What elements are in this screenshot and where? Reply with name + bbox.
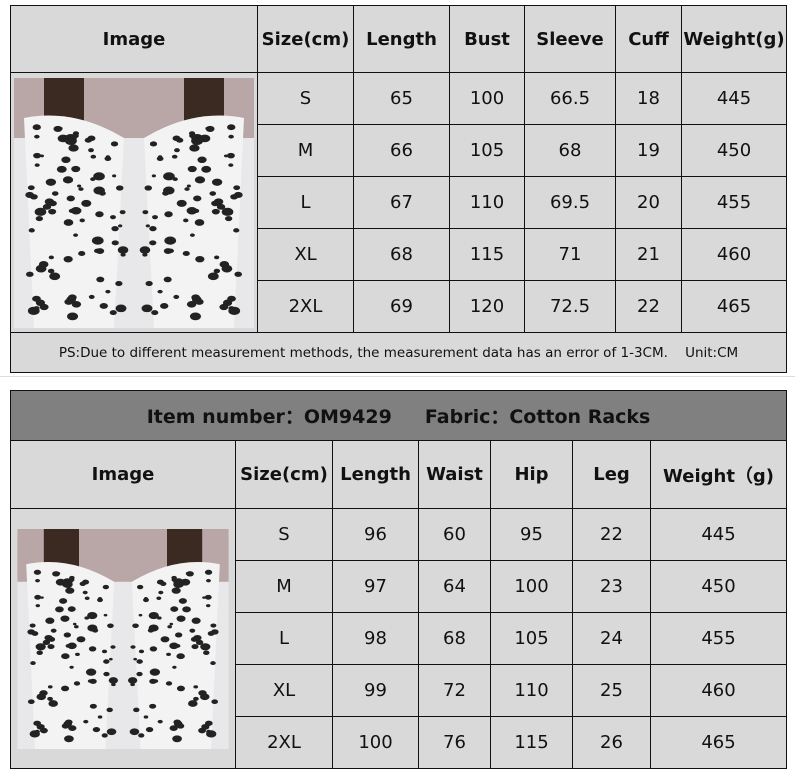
table-row: L 98 68 105 24 455 [11, 612, 788, 665]
table-cell: 460 [681, 228, 787, 281]
bottom-size-table: Item number：OM9429 Fabric：Cotton Racks Im… [9, 390, 788, 769]
table-cell: L [257, 176, 354, 229]
table-cell: 66 [353, 124, 450, 177]
table-cell: 2XL [257, 280, 354, 333]
table-cell: 21 [615, 228, 682, 281]
top-size-table: Image Size(cm) Length Bust Sleeve Cuff Weight(… [10, 5, 787, 373]
table-cell: 100 [449, 72, 525, 125]
table-cell: 19 [615, 124, 682, 177]
table-cell: 105 [449, 124, 525, 177]
item-title-bar: Item number：OM9429 Fabric：Cotton Racks [9, 390, 788, 441]
header-cell: Length [353, 5, 450, 73]
table-cell: 110 [490, 664, 573, 717]
table-cell: 455 [681, 176, 787, 229]
product-photo [17, 528, 229, 749]
header-cell: Length [332, 440, 419, 509]
item-number: Item number：OM9429 [146, 406, 392, 428]
table-cell: 65 [353, 72, 450, 125]
table-cell: 450 [681, 124, 787, 177]
table-cell: 2XL [235, 716, 333, 769]
table-cell: S [257, 72, 354, 125]
table-cell: L [235, 612, 333, 665]
table-cell: 66.5 [524, 72, 616, 125]
header-cell: Image [10, 440, 236, 509]
table-cell: 97 [332, 560, 419, 613]
header-cell: Leg [572, 440, 651, 509]
table-cell: 115 [490, 716, 573, 769]
table-cell: 76 [418, 716, 491, 769]
table-row: 2XL 69 120 72.5 22 465 [11, 280, 787, 333]
table-row: XL 99 72 110 25 460 [11, 664, 788, 717]
table-cell: 72.5 [524, 280, 616, 333]
header-cell: Cuff [615, 5, 682, 73]
measurement-note: PS:Due to different measurement methods,… [10, 332, 787, 373]
table-cell: 60 [418, 508, 491, 561]
table-cell: XL [235, 664, 333, 717]
table-cell: 465 [681, 280, 787, 333]
table-cell: 115 [449, 228, 525, 281]
table-cell: XL [257, 228, 354, 281]
table-cell: M [235, 560, 333, 613]
table-cell: 72 [418, 664, 491, 717]
table-cell: 25 [572, 664, 651, 717]
table-cell: 22 [615, 280, 682, 333]
table-cell: 68 [524, 124, 616, 177]
table-row: L 67 110 69.5 20 455 [11, 176, 787, 229]
table-row: S 96 60 95 22 445 [10, 508, 788, 769]
table-row: M 66 105 68 19 450 [11, 124, 787, 177]
table-cell: 69.5 [524, 176, 616, 229]
table-cell: 460 [649, 664, 788, 717]
header-cell: Weight(g) [681, 5, 787, 73]
table-cell: 445 [649, 508, 788, 561]
table-cell: 68 [418, 612, 491, 665]
fabric: Fabric：Cotton Racks [424, 406, 651, 428]
table-row: S 65 100 66.5 18 445 [10, 72, 787, 333]
table-cell: 26 [572, 716, 651, 769]
table-cell: 465 [649, 716, 788, 769]
table-row: 2XL 100 76 115 26 465 [11, 716, 788, 769]
image-cell [10, 72, 258, 333]
header-cell: Size(cm) [235, 440, 333, 509]
table-cell: 450 [649, 560, 788, 613]
table-cell: 99 [332, 664, 419, 717]
header-cell: Hip [490, 440, 573, 509]
header-cell: Image [10, 5, 258, 73]
table-cell: 69 [353, 280, 450, 333]
table-cell: 20 [615, 176, 682, 229]
table-cell: 100 [490, 560, 573, 613]
image-cell [10, 508, 236, 769]
header-cell: Bust [449, 5, 525, 73]
header-cell: Size(cm) [257, 5, 354, 73]
table-cell: 100 [332, 716, 419, 769]
product-photo [14, 77, 254, 328]
table-cell: 120 [449, 280, 525, 333]
spacer [0, 376, 795, 391]
table-cell: 95 [490, 508, 573, 561]
table-cell: 64 [418, 560, 491, 613]
table-cell: 24 [572, 612, 651, 665]
table-cell: 445 [681, 72, 787, 125]
table-cell: 455 [649, 612, 788, 665]
table-cell: 96 [332, 508, 419, 561]
table-cell: 98 [332, 612, 419, 665]
header-cell: Weight（g) [649, 440, 788, 509]
table-row: M 97 64 100 23 450 [11, 560, 788, 613]
table-cell: 22 [572, 508, 651, 561]
table-cell: 18 [615, 72, 682, 125]
header-cell: Sleeve [524, 5, 616, 73]
table-cell: 105 [490, 612, 573, 665]
table-cell: S [235, 508, 333, 561]
header-cell: Waist [418, 440, 491, 509]
table-row: XL 68 115 71 21 460 [11, 228, 787, 281]
table-cell: M [257, 124, 354, 177]
table-cell: 71 [524, 228, 616, 281]
table-cell: 67 [353, 176, 450, 229]
table-cell: 110 [449, 176, 525, 229]
table-cell: 23 [572, 560, 651, 613]
table-cell: 68 [353, 228, 450, 281]
